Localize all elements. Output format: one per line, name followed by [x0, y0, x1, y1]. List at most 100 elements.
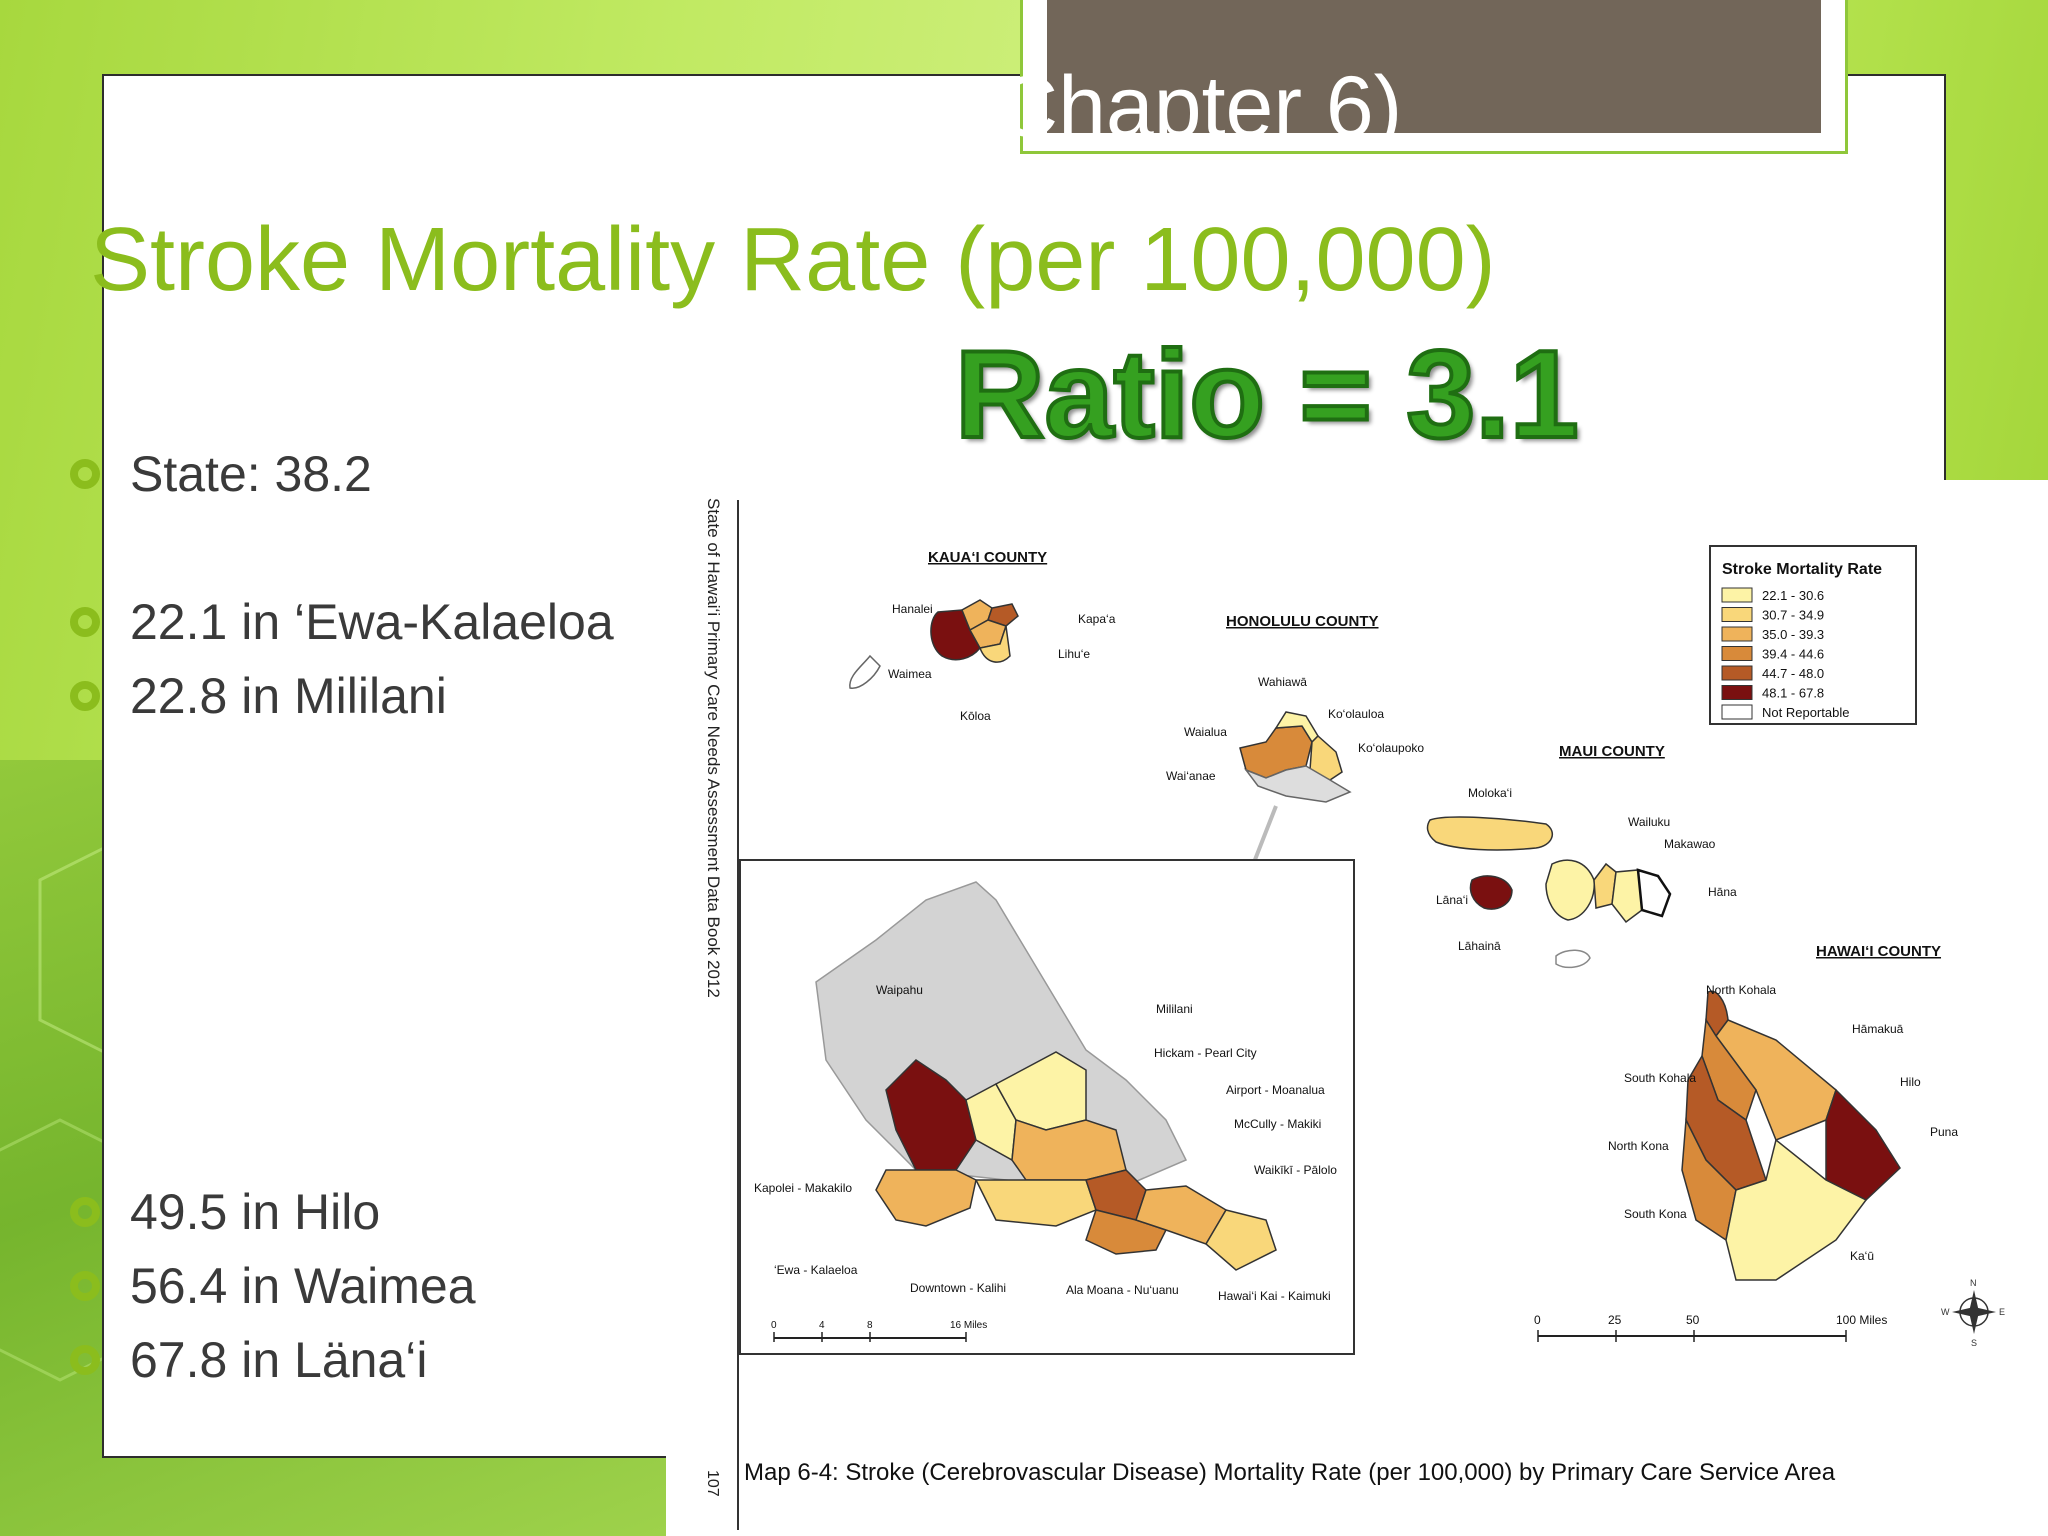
oahu-inset-label: Kapolei - Makakilo [754, 1181, 852, 1195]
list-item: 56.4 in Waimea [70, 1254, 476, 1318]
oahu-inset-label: Downtown - Kalihi [910, 1281, 1006, 1295]
legend-label: 35.0 - 39.3 [1762, 627, 1824, 642]
legend-swatch [1721, 587, 1753, 603]
oahu-inset-label: Airport - Moanalua [1226, 1083, 1325, 1097]
inset-scale-bar: 0 4 8 16 Miles [771, 1320, 987, 1342]
main-scale-label: 100 Miles [1836, 1313, 1887, 1327]
legend-label: 22.1 - 30.6 [1762, 588, 1824, 603]
legend-swatch [1721, 626, 1753, 642]
main-scale-label: 50 [1686, 1313, 1700, 1327]
inset-scale-label: 16 Miles [950, 1320, 987, 1331]
oahu-island [1239, 711, 1352, 803]
legend-swatch [1721, 665, 1753, 681]
kauai-label: Kōloa [960, 709, 991, 723]
kauai-label: Kapa‘a [1078, 612, 1116, 626]
kauai-label: Hanalei [892, 602, 933, 616]
legend-title: Stroke Mortality Rate [1722, 561, 1882, 578]
county-label-honolulu: HONOLULU COUNTY [1226, 613, 1379, 630]
main-scale-label: 25 [1608, 1313, 1622, 1327]
maui-label: Makawao [1664, 837, 1716, 851]
hawaii-label: Hilo [1900, 1075, 1921, 1089]
hawaii-label: North Kona [1608, 1139, 1669, 1153]
hawaii-stroke-map: State of Hawai‘i Primary Care Needs Asse… [704, 498, 2005, 1530]
legend-label: 39.4 - 44.6 [1762, 647, 1824, 662]
page-number: 107 [704, 1470, 721, 1497]
maui-label: Hāna [1708, 885, 1737, 899]
map-side-caption: State of Hawai‘i Primary Care Needs Asse… [704, 498, 723, 998]
bullet-text: 22.1 in ‘Ewa-Kalaeloa [130, 594, 614, 650]
oahu-inset-label: ‘Ewa - Kalaeloa [774, 1263, 858, 1277]
oahu-label: Ko‘olauloa [1328, 707, 1384, 721]
legend-swatch [1721, 607, 1753, 622]
list-item: 67.8 in Läna‘i [70, 1328, 427, 1392]
maui-label: Moloka‘i [1468, 786, 1512, 800]
list-item: 22.1 in ‘Ewa-Kalaeloa [70, 590, 614, 654]
legend-swatch [1721, 685, 1753, 700]
oahu-inset-label: Hickam - Pearl City [1154, 1046, 1257, 1060]
oahu-inset-label: Hawai‘i Kai - Kaimuki [1218, 1289, 1331, 1303]
hawaii-label: South Kohala [1624, 1071, 1696, 1085]
hawaii-label: Puna [1930, 1125, 1958, 1139]
compass-n-label: N [1970, 1278, 1977, 1288]
oahu-inset-label: Mililani [1156, 1002, 1193, 1016]
legend-label: Not Reportable [1762, 705, 1849, 720]
hawaii-label: Ka‘ū [1850, 1249, 1874, 1263]
legend-label: 44.7 - 48.0 [1762, 666, 1824, 681]
bullet-text: 67.8 in Läna‘i [130, 1332, 428, 1388]
county-label-kauai: KAUA‘I COUNTY [928, 549, 1047, 566]
maui-label: Lāna‘i [1436, 893, 1468, 907]
bullet-text: 49.5 in Hilo [130, 1184, 381, 1240]
compass-e-label: E [1999, 1307, 2005, 1317]
county-label-maui: MAUI COUNTY [1559, 743, 1665, 760]
kauai-label: Waimea [888, 667, 932, 681]
inset-scale-label: 0 [771, 1320, 777, 1331]
hawaii-label: South Kona [1624, 1207, 1687, 1221]
hawaii-label: North Kohala [1706, 983, 1776, 997]
bullet-text: State: 38.2 [130, 446, 372, 502]
inset-scale-label: 4 [819, 1320, 825, 1331]
title-tab [1020, 0, 1848, 154]
oahu-label: Wai‘anae [1166, 769, 1216, 783]
legend-swatch [1721, 646, 1753, 661]
bullet-icon [70, 1271, 100, 1301]
ratio-label: Ratio = 3.1 [953, 326, 1581, 464]
kauai-island [849, 599, 1019, 689]
bullet-icon [70, 607, 100, 637]
bullet-text: 56.4 in Waimea [130, 1258, 476, 1314]
oahu-inset-label: Ala Moana - Nu‘uanu [1066, 1283, 1179, 1297]
chapter-label: Chapter 6) [1010, 64, 1403, 150]
oahu-inset-label: Waipahu [876, 983, 923, 997]
map-image: State of Hawai‘i Primary Care Needs Asse… [666, 480, 2048, 1536]
hawaii-label: Hāmakuā [1852, 1022, 1904, 1036]
oahu-label: Wahiawā [1258, 675, 1307, 689]
compass-w-label: W [1941, 1307, 1950, 1317]
bullet-icon [70, 1345, 100, 1375]
main-scale-bar: 0 25 50 100 Miles [1534, 1313, 1887, 1342]
map-legend: Stroke Mortality Rate 22.1 - 30.6 30.7 - … [1709, 545, 1917, 725]
title-tab-fill [1047, 0, 1821, 133]
oahu-inset [739, 859, 1355, 1355]
oahu-inset-label: McCully - Makiki [1234, 1117, 1321, 1131]
bullet-icon [70, 1197, 100, 1227]
list-item: State: 38.2 [70, 442, 372, 506]
compass-s-label: S [1971, 1338, 1977, 1348]
maui-label: Lāhainā [1458, 939, 1501, 953]
maui-label: Wailuku [1628, 815, 1670, 829]
slide-title: Stroke Mortality Rate (per 100,000) [90, 210, 1496, 310]
kauai-label: Lihu‘e [1058, 647, 1090, 661]
compass-rose-icon: N E S W [1941, 1278, 2005, 1348]
list-item: 49.5 in Hilo [70, 1180, 380, 1244]
hawaii-island [1681, 990, 1901, 1281]
legend-swatch [1721, 704, 1753, 720]
oahu-inset-label: Waikīkī - Pālolo [1254, 1163, 1337, 1177]
list-item: 22.8 in Mililani [70, 664, 447, 728]
bullet-text: 22.8 in Mililani [130, 668, 447, 724]
bullet-icon [70, 459, 100, 489]
main-scale-label: 0 [1534, 1313, 1541, 1327]
oahu-label: Ko‘olaupoko [1358, 741, 1424, 755]
inset-scale-label: 8 [867, 1320, 873, 1331]
map-caption: Map 6-4: Stroke (Cerebrovascular Disease… [744, 1459, 1836, 1486]
legend-label: 48.1 - 67.8 [1762, 686, 1824, 701]
county-label-hawaii: HAWAI‘I COUNTY [1816, 943, 1941, 960]
maui-county-islands [1426, 816, 1672, 969]
